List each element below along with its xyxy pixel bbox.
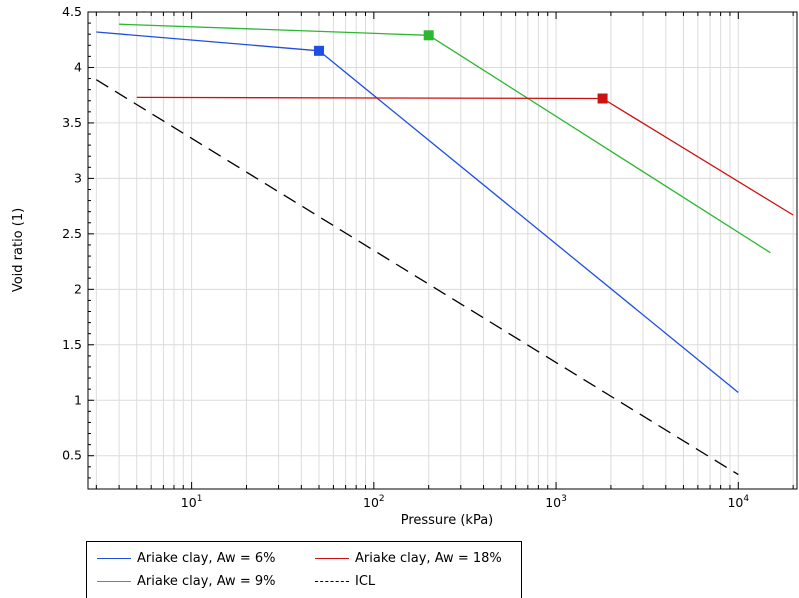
x-tick-label: 103 bbox=[545, 494, 567, 510]
plot-frame bbox=[87, 11, 798, 490]
legend-label: Ariake clay, Aw = 18% bbox=[355, 550, 502, 566]
x-tick-label: 104 bbox=[727, 494, 749, 510]
legend-item: Ariake clay, Aw = 6% bbox=[97, 548, 275, 568]
x-tick-base: 10 bbox=[545, 495, 561, 510]
x-tick-base: 10 bbox=[727, 495, 743, 510]
y-tick-label: 2 bbox=[74, 281, 82, 296]
legend: Ariake clay, Aw = 6% Ariake clay, Aw = 1… bbox=[86, 541, 522, 598]
y-tick-label: 3 bbox=[74, 170, 82, 185]
y-tick-label: 2.5 bbox=[62, 226, 82, 241]
y-tick-label: 1 bbox=[74, 392, 82, 407]
x-tick-exponent: 3 bbox=[561, 494, 567, 504]
x-tick-base: 10 bbox=[181, 495, 197, 510]
x-tick-label: 102 bbox=[363, 494, 385, 510]
x-axis-title: Pressure (kPa) bbox=[401, 513, 494, 528]
x-tick-exponent: 2 bbox=[379, 494, 385, 504]
series-line bbox=[136, 96, 794, 216]
grid bbox=[88, 11, 797, 489]
x-tick-label: 101 bbox=[181, 494, 203, 510]
y-tick-label: 1.5 bbox=[62, 337, 82, 352]
series-line bbox=[95, 79, 739, 476]
legend-label: Ariake clay, Aw = 6% bbox=[137, 550, 276, 566]
series-marker bbox=[597, 93, 608, 104]
legend-item: ICL bbox=[315, 571, 375, 591]
y-tick-label: 0.5 bbox=[62, 448, 82, 463]
y-tick-label: 3.5 bbox=[62, 115, 82, 130]
legend-swatch bbox=[315, 580, 349, 582]
series-marker bbox=[423, 30, 434, 41]
y-axis-title: Void ratio (1) bbox=[11, 208, 26, 292]
legend-swatch bbox=[315, 557, 349, 559]
series-line bbox=[119, 23, 771, 254]
series-marker bbox=[313, 45, 324, 56]
legend-label: Ariake clay, Aw = 9% bbox=[137, 573, 276, 589]
legend-label: ICL bbox=[355, 573, 376, 589]
legend-item: Ariake clay, Aw = 9% bbox=[97, 571, 275, 591]
legend-swatch bbox=[97, 580, 131, 582]
x-tick-base: 10 bbox=[363, 495, 379, 510]
x-tick-exponent: 4 bbox=[743, 494, 749, 504]
y-tick-label: 4.5 bbox=[62, 4, 82, 19]
series-line bbox=[96, 31, 739, 394]
legend-item: Ariake clay, Aw = 18% bbox=[315, 548, 502, 568]
y-tick-label: 4 bbox=[74, 59, 82, 74]
legend-swatch bbox=[97, 557, 131, 559]
series-layer bbox=[95, 23, 794, 476]
x-tick-exponent: 1 bbox=[197, 494, 203, 504]
